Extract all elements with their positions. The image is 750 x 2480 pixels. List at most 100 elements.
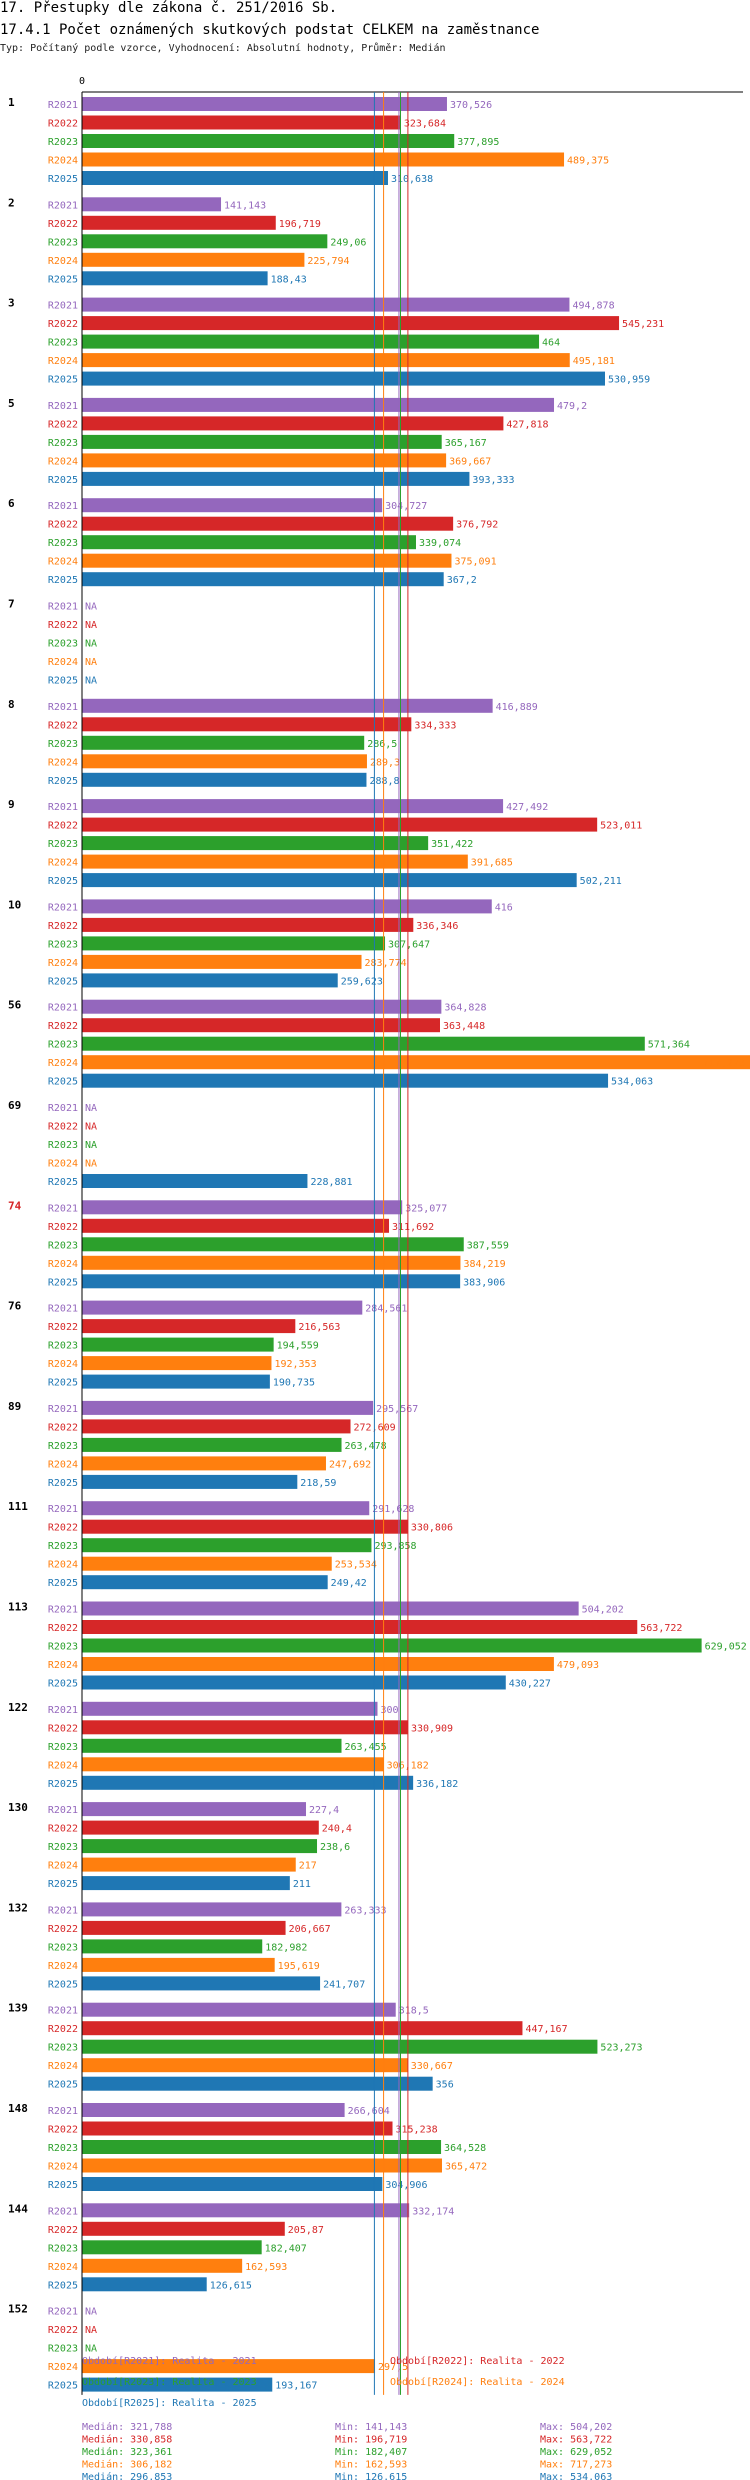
bar [82,1538,372,1553]
bar [82,416,504,431]
value-label: 523,273 [600,2043,642,2054]
series-label: R2022 [48,419,78,430]
value-label: 225,794 [307,256,349,267]
stat-median: Medián: 296,853 [82,2471,172,2480]
group-label: 1 [8,96,15,109]
series-label: R2025 [48,2080,78,2091]
group-label: 122 [8,1701,28,1714]
group-label: 7 [8,598,15,611]
series-label: R2023 [48,2243,78,2254]
value-label: 629,052 [705,1642,747,1653]
series-label: R2022 [48,219,78,230]
series-label: R2025 [48,1679,78,1690]
group-label: 5 [8,397,15,410]
series-label: R2024 [48,657,78,668]
series-label: R2021 [48,702,78,713]
bar [82,698,493,713]
bar [82,917,414,932]
series-label: R2025 [48,174,78,185]
value-label: 217 [299,1861,317,1872]
value-label: 336,182 [416,1779,458,1790]
bar [82,1701,378,1716]
value-label: 263,478 [345,1441,387,1452]
legend-entry: Období[R2023]: Realita - 2023 [82,2376,257,2388]
series-label: R2024 [48,1058,78,1069]
series-label: R2022 [48,620,78,631]
group-label: 111 [8,1500,28,1513]
value-label-na: NA [85,2325,97,2336]
bar [82,1456,326,1471]
group-label: 6 [8,497,15,510]
bar [82,553,452,568]
value-label: 393,333 [472,475,514,486]
bar [82,1857,296,1872]
value-label-na: NA [85,1122,97,1133]
series-label: R2021 [48,2206,78,2217]
bar [82,1174,308,1188]
value-label: 384,219 [463,1259,505,1270]
series-label: R2023 [48,538,78,549]
group-label: 139 [8,2002,28,2015]
value-label: 479,2 [557,401,587,412]
bar [82,1501,370,1516]
value-label: 247,692 [329,1459,371,1470]
stat-min: Min: 126,615 [335,2472,407,2480]
series-label: R2022 [48,2125,78,2136]
series-label: R2024 [48,1459,78,1470]
series-label: R2025 [48,1378,78,1389]
bar [82,1839,318,1854]
series-label: R2021 [48,100,78,111]
value-label: 391,685 [471,858,513,869]
series-label: R2025 [48,274,78,285]
series-label: R2021 [48,1304,78,1315]
bar [82,535,416,550]
value-label: 253,534 [335,1560,377,1571]
series-label: R2022 [48,319,78,330]
series-label: R2021 [48,2006,78,2017]
series-label: R2023 [48,939,78,950]
bar [82,1200,403,1215]
group-label: 148 [8,2102,28,2115]
series-label: R2025 [48,2381,78,2392]
stat-median: Medián: 330,858 [82,2434,172,2446]
bar [82,316,620,331]
stat-max: Max: 504,202 [540,2422,612,2433]
value-label: 717,273 [703,1058,745,1069]
bar [82,1337,274,1352]
bar [82,1237,464,1252]
bar [82,397,555,412]
bar [82,234,328,249]
series-label: R2025 [48,1277,78,1288]
group-label: 10 [8,898,21,911]
series-label: R2024 [48,2061,78,2072]
value-label-na: NA [85,676,97,687]
group-label: 152 [8,2303,28,2316]
series-label: R2023 [48,1842,78,1853]
series-label: R2022 [48,1021,78,1032]
series-label: R2023 [48,338,78,349]
bar [82,134,455,148]
value-label: 377,895 [457,137,499,148]
bar [82,152,565,167]
series-label: R2022 [48,2325,78,2336]
chart-subtitle: 17.4.1 Počet oznámených skutkových podst… [0,22,540,38]
series-label: R2024 [48,1861,78,1872]
series-label: R2025 [48,1177,78,1188]
value-label: 330,806 [411,1523,453,1534]
series-label: R2023 [48,1040,78,1051]
series-label: R2023 [48,1140,78,1151]
bar [82,1820,319,1835]
value-label: 365,472 [445,2162,487,2173]
stat-max: Max: 717,273 [540,2460,612,2471]
series-label: R2024 [48,2162,78,2173]
value-label: 563,722 [640,1623,682,1634]
bar [82,1775,414,1790]
bar [82,2240,262,2255]
series-label: R2025 [48,1779,78,1790]
series-label: R2023 [48,1441,78,1452]
series-label: R2021 [48,902,78,913]
value-label: 502,211 [580,876,622,887]
value-label: 332,174 [412,2206,454,2217]
bar [82,1519,408,1534]
value-label: 141,143 [224,200,266,211]
